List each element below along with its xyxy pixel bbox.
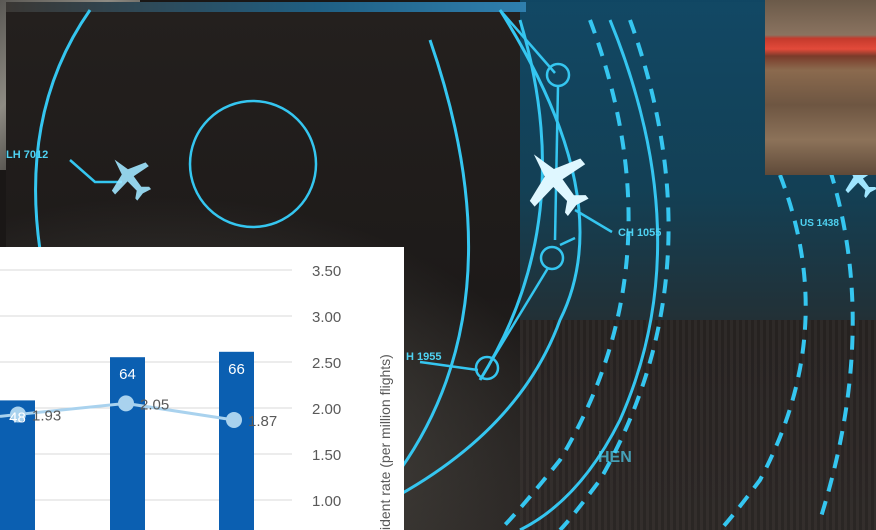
line-point	[226, 411, 242, 428]
chart-right-axis-ticks: 3.50 3.00 2.50 2.00 1.50 1.00	[312, 263, 341, 510]
radar-circle-center	[188, 99, 318, 229]
waypoint-hen: HEN	[598, 449, 632, 466]
bar-value-label: 64	[119, 366, 136, 383]
bar-value-label: 48	[9, 409, 26, 426]
radar-ring-outer	[389, 9, 582, 502]
connector-node-mid	[559, 236, 576, 247]
aircraft-icon-left	[111, 159, 152, 201]
radar-dashed-ring-3	[718, 174, 808, 530]
waypoint-node-low	[474, 355, 500, 381]
connector-lower	[490, 267, 550, 361]
connector-label-lh	[69, 159, 122, 184]
right-axis-title: cident rate (per million flights)	[377, 354, 393, 530]
accident-chart: 48 64 66 1.93 2.05 1.87 3.50 3.00 2.50 2.00 1.50…	[0, 263, 393, 530]
radar-ring-mid	[478, 19, 544, 381]
callsign-ch: CH 1055	[618, 227, 661, 239]
radar-ring-left	[34, 9, 92, 251]
line-path	[0, 401, 235, 422]
waypoint-node-top	[545, 62, 571, 88]
radar-dashed-ring-1	[498, 19, 631, 530]
axis-tick-label: 3.00	[312, 309, 341, 326]
waypoint-node-mid	[539, 245, 565, 271]
bar-value-label: 66	[228, 361, 245, 378]
aircraft-icon-center	[529, 154, 589, 216]
chart-line-series	[0, 395, 242, 428]
chart-bar-labels: 48 64 66	[9, 361, 245, 427]
axis-tick-label: 3.50	[312, 263, 341, 280]
point-value-label: 2.05	[140, 396, 169, 413]
axis-tick-label: 1.50	[312, 447, 341, 464]
chart-card: 48 64 66 1.93 2.05 1.87 3.50 3.00 2.50 2.00 1.50…	[0, 247, 404, 530]
bar	[110, 357, 145, 530]
point-value-label: 1.87	[248, 413, 277, 430]
bar	[219, 351, 254, 530]
connector-label-ch	[574, 208, 613, 234]
point-value-label: 1.93	[32, 407, 61, 424]
chart-point-labels: 1.93 2.05 1.87	[32, 396, 277, 430]
radar-dashed-ring-4	[818, 169, 855, 521]
radar-dashed-ring-2	[558, 19, 671, 530]
radar-ring-right	[519, 19, 660, 530]
connector-label-h	[419, 360, 479, 372]
axis-tick-label: 2.50	[312, 355, 341, 372]
connector-top	[499, 9, 556, 74]
axis-tick-label: 2.00	[312, 401, 341, 418]
radar-ring-inner	[398, 39, 470, 471]
radar-top-bar	[6, 2, 526, 12]
callsign-h: H 1955	[406, 351, 441, 363]
callsign-lh: LH 7012	[6, 149, 48, 161]
axis-tick-label: 1.00	[312, 493, 341, 510]
callsign-us: US 1438	[800, 218, 839, 229]
connector-vertical	[553, 85, 560, 241]
background-photo-top-right	[765, 0, 876, 175]
line-point	[118, 395, 134, 412]
line-point	[10, 406, 26, 423]
